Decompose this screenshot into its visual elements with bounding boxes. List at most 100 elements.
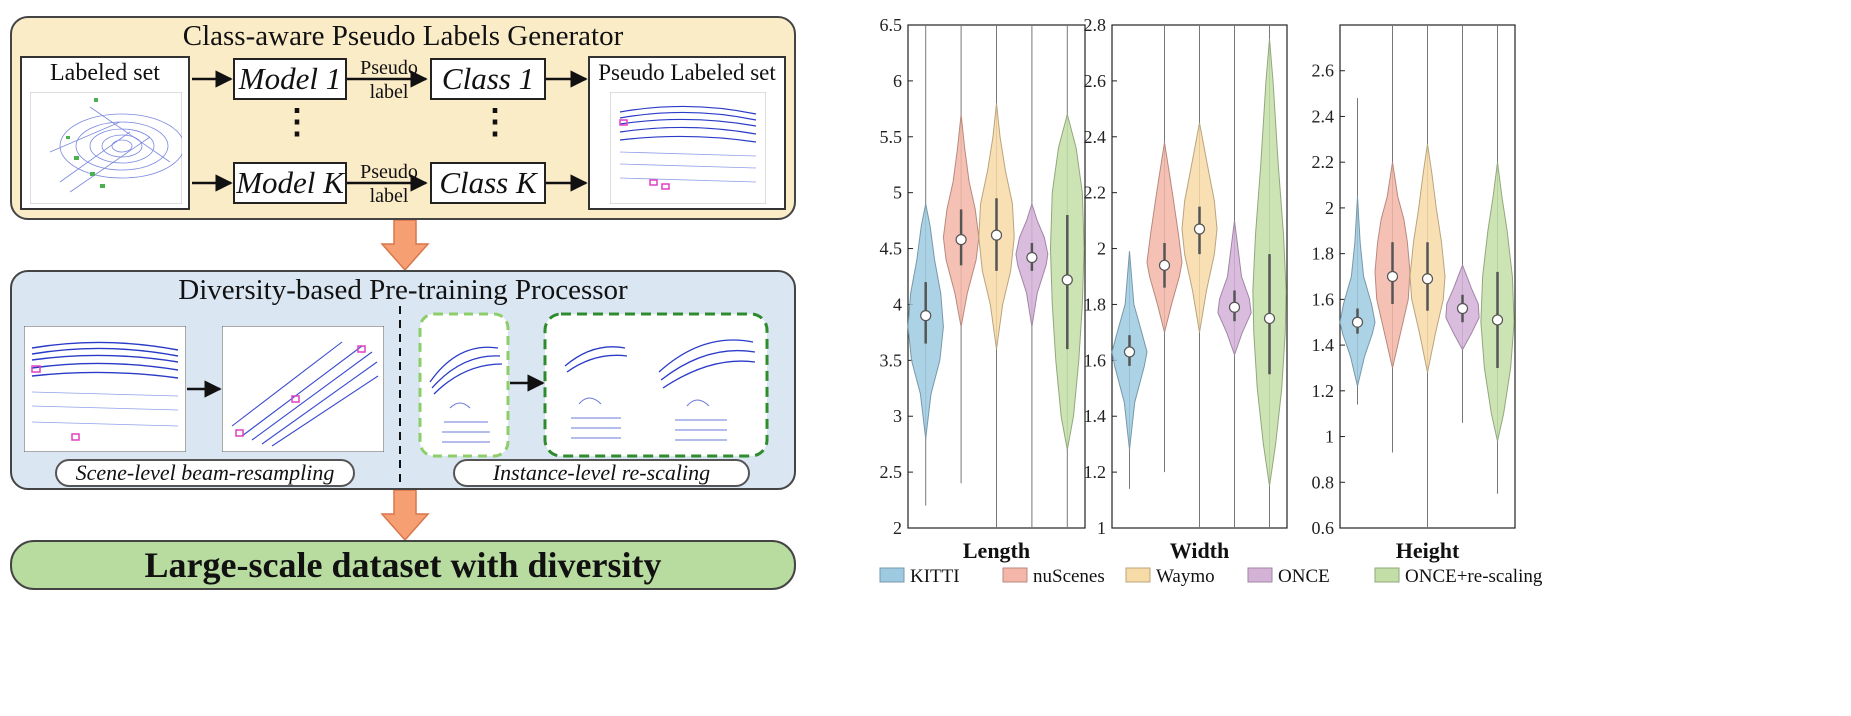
violin-median — [1026, 251, 1038, 264]
y-tick-label: 1 — [1325, 427, 1334, 447]
model-k-box: Model K — [233, 162, 347, 204]
y-tick-label: 2.4 — [1084, 127, 1107, 147]
violin-chart: 22.533.544.555.566.5Length11.21.41.61.82… — [879, 15, 1543, 587]
violin-once-re-scaling — [1049, 25, 1085, 528]
result-panel: Large-scale dataset with diversity — [10, 540, 796, 590]
chart-panel-height: 0.6 0.8 1 1.2 1.4 1.6 1.8 2 2.2 2.4 2.6 Height — [1312, 24, 1516, 563]
legend-label: Waymo — [1156, 566, 1215, 587]
violin-waymo — [978, 25, 1015, 528]
violin-median — [1123, 346, 1136, 358]
model-ellipsis: ⋮ — [280, 104, 314, 141]
model-1-box: Model 1 — [233, 58, 347, 100]
y-tick-label: 1.6 — [1084, 350, 1107, 370]
pseudo-label-bottom-text: Pseudo label — [360, 161, 418, 207]
y-tick-label: 5.5 — [880, 127, 903, 147]
y-tick-label: 0.8 — [1312, 472, 1335, 492]
y-tick-label: 0.6 — [1312, 518, 1335, 538]
generator-title: Class-aware Pseudo Labels Generator — [182, 20, 624, 52]
y-tick-label: 1.2 — [1084, 462, 1107, 482]
class-ellipsis: ⋮ — [478, 104, 512, 141]
violin-once-re-scaling — [1252, 25, 1287, 528]
y-tick-label: 2.5 — [880, 462, 903, 482]
violin-kitti — [1111, 251, 1148, 489]
violin-median — [1491, 314, 1504, 326]
violin-median — [920, 310, 932, 322]
labeled-set-label: Labeled set — [50, 60, 160, 86]
violin-nuscenes — [942, 25, 980, 484]
violin-nuscenes — [1374, 25, 1411, 453]
violin-median — [1386, 270, 1399, 283]
y-tick-label: 2 — [1097, 239, 1106, 259]
labeled-set-box: Labeled set — [20, 56, 190, 210]
chart-panel-length: 2 2.5 3 3.5 4 4.5 5 5.5 6 6.5 Length — [880, 15, 1086, 563]
x-axis-label: Length — [963, 538, 1030, 563]
legend-swatch — [879, 567, 905, 583]
legend-swatch — [1247, 567, 1273, 583]
labeled-point-cloud-image — [30, 92, 182, 204]
y-tick-label: 1.8 — [1084, 294, 1107, 314]
scene-source-image — [24, 326, 186, 452]
pseudo-label-top: Pseudo label — [354, 56, 424, 104]
violin-once-re-scaling — [1480, 25, 1515, 494]
class-1-box: Class 1 — [430, 58, 546, 100]
legend-label: ONCE+re-scaling — [1405, 566, 1543, 587]
violin-median — [1193, 223, 1206, 235]
flow-arrow-2 — [380, 490, 430, 542]
pseudo-labeled-set-box: Pseudo Labeled set — [588, 56, 786, 210]
processor-title: Diversity-based Pre-training Processor — [178, 274, 628, 306]
y-tick-label: 1 — [1097, 518, 1106, 538]
y-tick-label: 3.5 — [880, 350, 903, 370]
scene-resampled-image — [222, 326, 384, 452]
legend-swatch — [1002, 567, 1028, 583]
class-k-box: Class K — [430, 162, 546, 204]
violin-median — [1456, 302, 1469, 315]
violin-median — [955, 234, 967, 246]
violin-body — [1146, 142, 1183, 333]
violin-median — [1421, 273, 1434, 285]
instance-source-image — [418, 312, 510, 458]
scene-level-caption: Scene-level beam-resampling — [55, 459, 355, 487]
pseudo-labeled-set-label: Pseudo Labeled set — [598, 60, 776, 85]
y-tick-label: 1.2 — [1312, 381, 1335, 401]
x-axis-label: Height — [1396, 538, 1460, 563]
instance-level-caption: Instance-level re-scaling — [453, 459, 750, 487]
violin-median — [1061, 274, 1073, 286]
y-tick-label: 5 — [893, 183, 902, 203]
y-tick-label: 4 — [893, 294, 902, 314]
violin-nuscenes — [1146, 25, 1183, 473]
y-tick-label: 2.8 — [1084, 15, 1107, 35]
y-tick-label: 2.6 — [1312, 61, 1335, 81]
violin-median — [990, 229, 1003, 241]
violin-median — [1263, 312, 1276, 325]
legend-label: KITTI — [910, 566, 960, 587]
chart-panel-width: 1 1.2 1.4 1.6 1.8 2 2.2 2.4 2.6 2.8 Width — [1084, 15, 1288, 563]
y-tick-label: 1.4 — [1084, 406, 1107, 426]
instance-rescaled-image — [543, 312, 769, 458]
pseudo-label-top-text: Pseudo label — [360, 57, 418, 103]
violin-kitti — [1339, 98, 1376, 405]
violin-once — [1445, 25, 1480, 423]
violin-body — [1339, 196, 1376, 387]
y-tick-label: 1.4 — [1312, 335, 1335, 355]
result-title: Large-scale dataset with diversity — [144, 545, 662, 585]
y-tick-label: 6 — [893, 71, 902, 91]
y-tick-label: 3 — [893, 406, 902, 426]
violin-kitti — [907, 25, 944, 506]
chart-legend: KITTI nuScenes Waymo ONCE ONCE+re-scaling — [879, 566, 1543, 587]
y-tick-label: 2 — [893, 518, 902, 538]
violin-waymo — [1409, 25, 1446, 528]
violin-median — [1158, 259, 1171, 271]
y-tick-label: 6.5 — [880, 15, 903, 35]
x-axis-label: Width — [1170, 538, 1230, 563]
processor-arrows — [187, 306, 545, 488]
y-tick-label: 1.8 — [1312, 244, 1335, 264]
pseudo-label-bottom: Pseudo label — [354, 160, 424, 208]
violin-median — [1351, 316, 1364, 328]
y-tick-label: 2.6 — [1084, 71, 1107, 91]
violin-once — [1217, 25, 1252, 528]
flow-arrow-1 — [380, 220, 430, 272]
legend-swatch — [1374, 567, 1400, 583]
violin-waymo — [1181, 25, 1218, 528]
legend-label: ONCE — [1278, 566, 1330, 587]
y-tick-label: 4.5 — [880, 239, 903, 259]
